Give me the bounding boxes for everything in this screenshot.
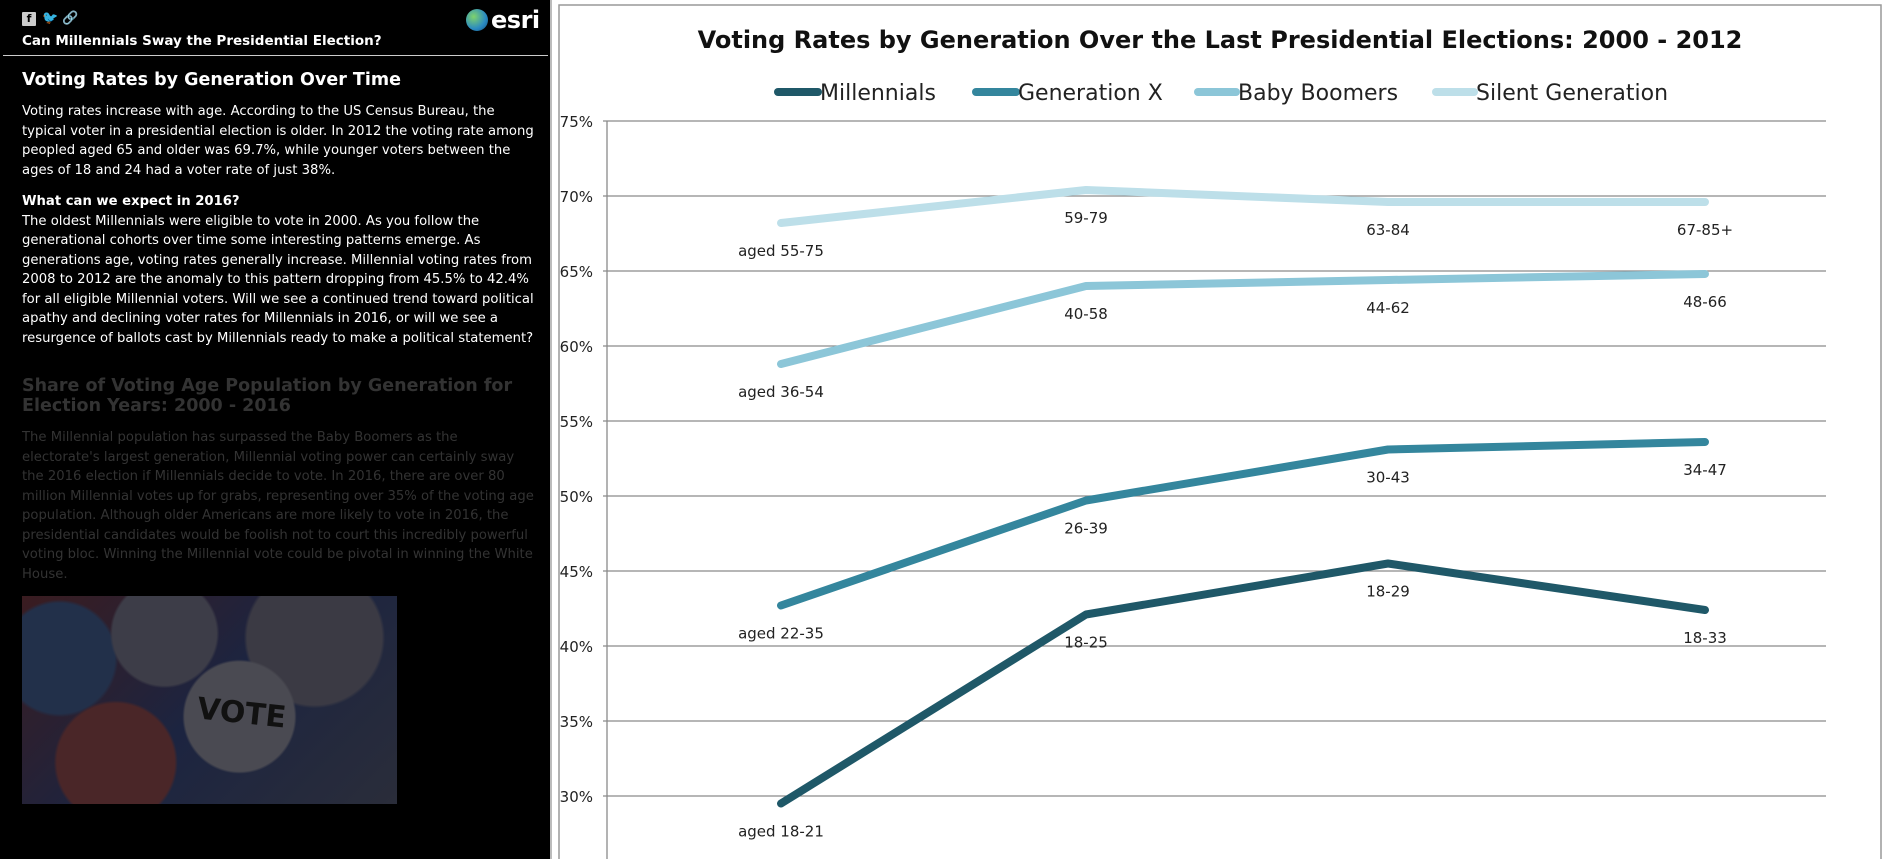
legend-label: Silent Generation: [1476, 81, 1668, 106]
y-tick-label: 70%: [560, 188, 593, 206]
chart-panel: Voting Rates by Generation Over the Last…: [555, 0, 1883, 859]
data-label: 26-39: [1064, 520, 1108, 538]
data-label: 63-84: [1366, 221, 1410, 239]
data-label: 30-43: [1366, 469, 1410, 487]
section-heading: Voting Rates by Generation Over Time: [22, 70, 537, 90]
data-label: 44-62: [1366, 299, 1410, 317]
legend-label: Millennials: [820, 81, 936, 106]
line-chart: Voting Rates by Generation Over the Last…: [555, 0, 1883, 859]
data-label: aged 18-21: [738, 823, 824, 841]
narrative-panel[interactable]: Voting Rates by Generation Over Time Vot…: [22, 70, 537, 804]
share-bar: f 🐦 🔗: [22, 12, 76, 26]
data-label: 18-25: [1064, 634, 1108, 652]
data-label: 18-33: [1683, 629, 1727, 647]
y-tick-label: 50%: [560, 488, 593, 506]
data-label: aged 22-35: [738, 625, 824, 643]
data-label: 48-66: [1683, 293, 1727, 311]
paragraph: Voting rates increase with age. Accordin…: [22, 102, 537, 180]
legend-label: Baby Boomers: [1238, 81, 1398, 106]
y-tick-label: 65%: [560, 263, 593, 281]
y-tick-label: 45%: [560, 563, 593, 581]
data-label: aged 36-54: [738, 383, 824, 401]
chart-frame: [559, 5, 1881, 859]
data-label: 18-29: [1366, 583, 1410, 601]
photo-text: VOTE: [195, 691, 287, 735]
data-label: 67-85+: [1677, 221, 1733, 239]
y-tick-label: 35%: [560, 713, 593, 731]
data-label: 34-47: [1683, 461, 1727, 479]
subheading: What can we expect in 2016?: [22, 192, 537, 212]
data-label: 59-79: [1064, 209, 1108, 227]
y-tick-label: 60%: [560, 338, 593, 356]
story-title: Can Millennials Sway the Presidential El…: [22, 33, 382, 49]
divider: [3, 55, 548, 56]
section-heading-2: Share of Voting Age Population by Genera…: [22, 376, 537, 416]
data-label: 40-58: [1064, 305, 1108, 323]
y-tick-label: 75%: [560, 113, 593, 131]
paragraph-group: What can we expect in 2016? The oldest M…: [22, 192, 537, 348]
data-label: aged 55-75: [738, 242, 824, 260]
chart-title: Voting Rates by Generation Over the Last…: [698, 26, 1743, 54]
globe-icon: [466, 9, 488, 31]
y-tick-label: 40%: [560, 638, 593, 656]
y-tick-label: 30%: [560, 788, 593, 806]
esri-logo[interactable]: esri: [466, 6, 540, 34]
vote-buttons-photo: VOTE: [22, 596, 397, 804]
story-sidebar: f 🐦 🔗 esri Can Millennials Sway the Pres…: [0, 0, 552, 859]
legend-label: Generation X: [1018, 81, 1163, 106]
link-icon[interactable]: 🔗: [62, 12, 76, 26]
y-tick-label: 55%: [560, 413, 593, 431]
paragraph: The oldest Millennials were eligible to …: [22, 214, 534, 346]
paragraph: The Millennial population has surpassed …: [22, 428, 537, 584]
twitter-icon[interactable]: 🐦: [42, 12, 56, 26]
logo-text: esri: [491, 6, 540, 34]
facebook-icon[interactable]: f: [22, 12, 36, 26]
